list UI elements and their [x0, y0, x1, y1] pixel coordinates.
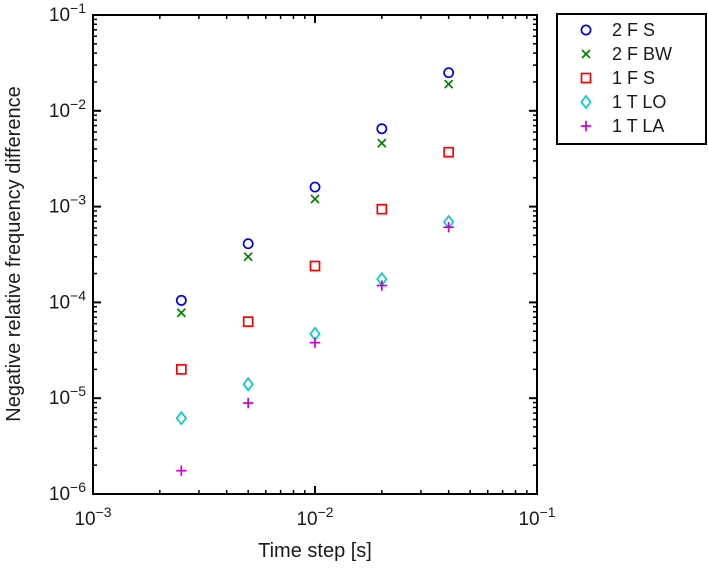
circle-marker-icon: [580, 24, 592, 36]
series-circle: [175, 67, 455, 306]
data-point: [376, 203, 388, 215]
y-tick-label: 10−2: [49, 96, 86, 122]
legend-entry: 2 F S: [580, 20, 655, 40]
x-tick-label: 10−3: [74, 504, 111, 530]
legend-label: 2 F BW: [612, 44, 672, 64]
series-plus: [176, 221, 454, 476]
plus-marker-icon: [580, 120, 592, 132]
legend-entry: 1 T LA: [580, 116, 664, 136]
legend-entry: 2 F BW: [581, 44, 672, 64]
plot-box: [92, 14, 538, 495]
y-tick-label: 10−3: [49, 192, 86, 218]
series-x: [176, 79, 454, 318]
legend-label: 1 T LO: [612, 92, 666, 112]
data-point: [376, 123, 388, 135]
legend: 2 F S 2 F BW 1 F S 1 T LO 1 T LA: [556, 13, 707, 145]
data-point: [242, 376, 254, 392]
data-point: [176, 308, 186, 318]
data-point: [175, 294, 187, 306]
data-point: [176, 465, 187, 476]
x-tick-label: 10−2: [296, 504, 333, 530]
data-point: [242, 238, 254, 250]
series-square: [175, 146, 455, 375]
data-point: [309, 181, 321, 193]
data-point: [175, 410, 188, 426]
data-point: [443, 146, 455, 158]
x-marker-icon: [581, 49, 591, 59]
y-axis-title: Negative relative frequency difference: [3, 86, 25, 421]
plot-area: 10−3 10−2 10−1 10−6 10−5 10−4 10−3 10−2 10−1: [49, 0, 556, 530]
legend-label: 1 F S: [612, 68, 655, 88]
data-point: [310, 194, 320, 204]
data-point: [242, 397, 254, 409]
y-tick-label: 10−5: [49, 383, 86, 409]
legend-label: 2 F S: [612, 20, 655, 40]
data-point: [444, 79, 454, 89]
y-tick-label: 10−1: [49, 0, 86, 26]
data-point: [376, 280, 388, 291]
y-tick-label: 10−6: [49, 479, 86, 505]
tick-labels: 10−3 10−2 10−1 10−6 10−5 10−4 10−3 10−2 10−1: [49, 0, 556, 530]
data-point: [309, 337, 321, 348]
square-marker-icon: [580, 72, 592, 84]
legend-entry: 1 F S: [580, 68, 655, 88]
diamond-marker-icon: [580, 94, 592, 110]
axis-ticks: [92, 14, 538, 495]
legend-entry: 1 T LO: [580, 92, 666, 112]
x-tick-label: 10−1: [518, 504, 555, 530]
data-point: [309, 260, 321, 272]
series-diamond: [175, 214, 455, 426]
data-point: [243, 252, 253, 262]
data-point: [242, 316, 254, 327]
data-point: [175, 364, 187, 375]
data-point: [377, 138, 387, 148]
data-point: [443, 221, 454, 233]
x-axis-title: Time step [s]: [258, 540, 372, 562]
data-point: [443, 67, 455, 79]
legend-label: 1 T LA: [612, 116, 664, 136]
y-tick-label: 10−4: [49, 287, 86, 313]
